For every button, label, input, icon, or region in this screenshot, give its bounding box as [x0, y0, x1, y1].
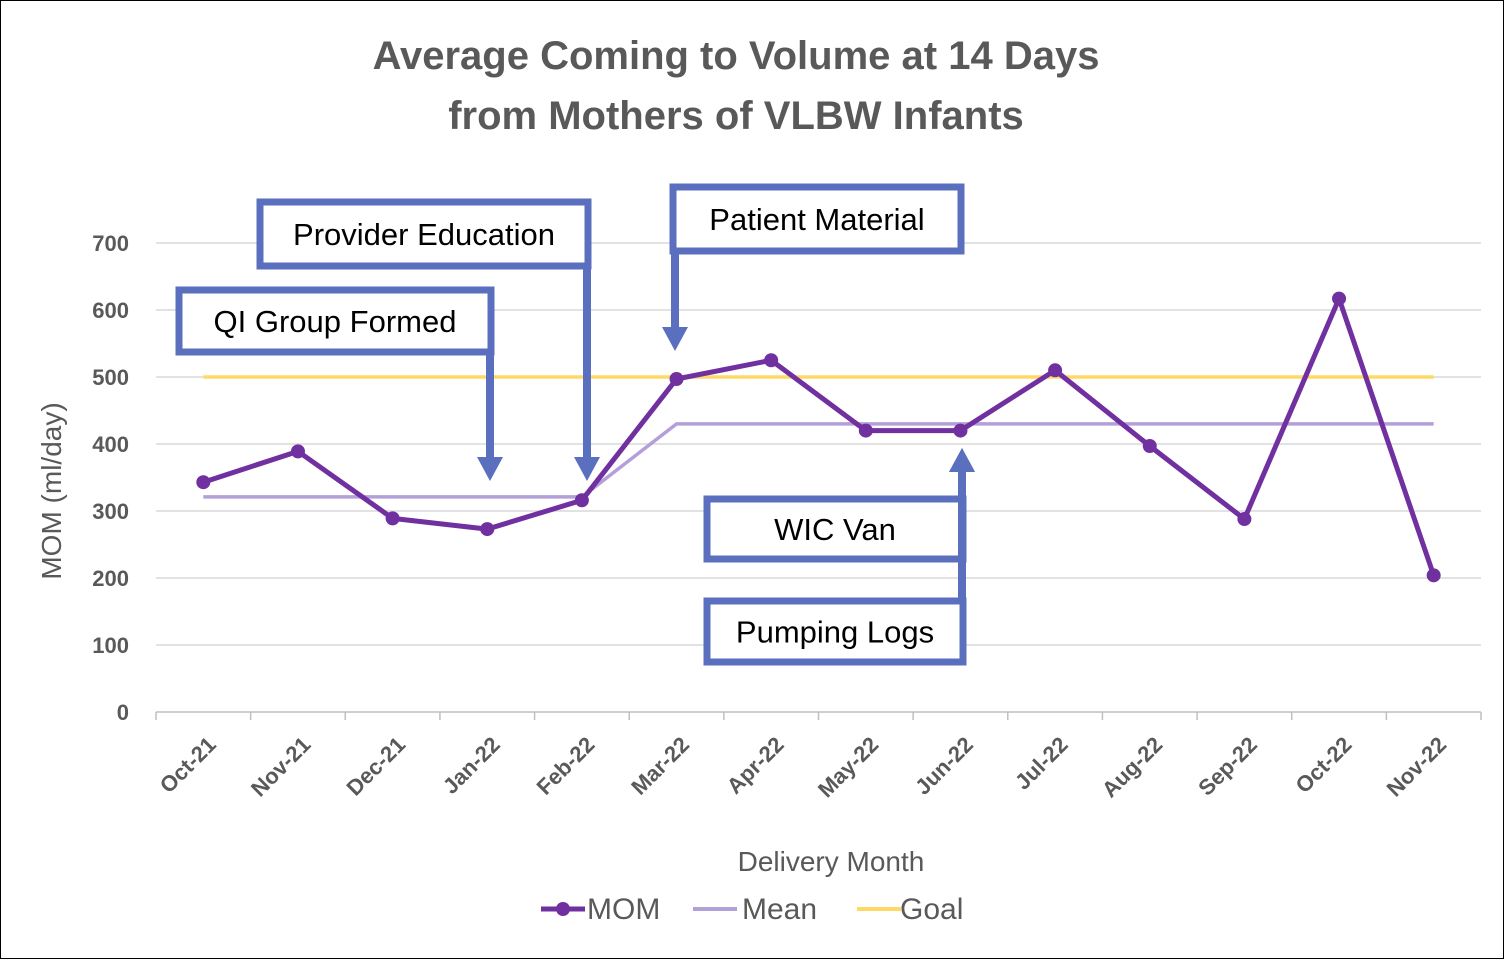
x-tick-label: May-22: [813, 732, 883, 802]
y-tick-label: 200: [92, 566, 129, 591]
annotation-label: Patient Material: [709, 202, 924, 237]
data-point-mom: [290, 444, 305, 459]
series-lines: [196, 291, 1441, 583]
y-tick-label: 500: [92, 365, 129, 390]
legend-label: Goal: [900, 893, 963, 926]
y-tick-label: 300: [92, 499, 129, 524]
y-tick-label: 700: [92, 231, 129, 256]
x-tick-label: Mar-22: [626, 732, 694, 800]
x-tick-label: Jun-22: [910, 732, 978, 800]
chart-title-line-1: Average Coming to Volume at 14 Days: [373, 34, 1100, 78]
annotation-arrow-head: [949, 448, 975, 472]
x-tick-label: Nov-21: [246, 732, 316, 802]
annotation-wic-van: WIC Van: [703, 448, 975, 563]
data-point-mom: [1426, 568, 1441, 583]
legend-item-mean: Mean: [693, 893, 817, 926]
data-point-mom: [669, 372, 684, 387]
legend: MOM Mean Goal: [541, 893, 963, 926]
data-point-mom: [953, 423, 968, 438]
annotation-arrow-head: [662, 327, 688, 351]
legend-marker: [556, 902, 570, 916]
data-point-mom: [1048, 363, 1063, 378]
data-point-mom: [480, 522, 495, 537]
x-axis-title: Delivery Month: [738, 846, 925, 877]
chart-title-line-2: from Mothers of VLBW Infants: [448, 94, 1024, 138]
data-point-mom: [858, 423, 873, 438]
data-point-mom: [385, 511, 400, 526]
x-tick-label: Oct-22: [1290, 732, 1356, 798]
x-tick-label: Jan-22: [438, 732, 505, 799]
annotation-box: [256, 198, 592, 270]
legend-label: MOM: [587, 893, 660, 926]
data-point-mom: [1142, 439, 1157, 454]
data-point-mom: [574, 493, 589, 508]
annotation-pumping-logs: Pumping Logs: [703, 448, 975, 666]
annotation-provider-education: Provider Education: [256, 198, 600, 481]
x-tick-label: Oct-21: [155, 732, 221, 798]
legend-label: Mean: [742, 893, 817, 926]
legend-item-goal: Goal: [857, 893, 963, 926]
series-line-mean: [203, 422, 1434, 499]
annotation-patient-material: Patient Material: [662, 183, 965, 351]
x-axis: Oct-21 Nov-21 Dec-21 Jan-22 Feb-22 Mar-22 Apr-…: [155, 711, 1482, 802]
x-tick-label: Apr-22: [722, 732, 789, 799]
y-axis-title: MOM (ml/day): [36, 402, 67, 579]
y-tick-label: 600: [92, 298, 129, 323]
annotations: QI Group Formed Provider Education Patient…: [175, 183, 975, 666]
data-point-mom: [1237, 512, 1252, 527]
y-tick-label: 400: [92, 432, 129, 457]
legend-item-mom: MOM: [541, 893, 660, 926]
annotation-label: Pumping Logs: [736, 615, 934, 650]
x-tick-label: Aug-22: [1097, 732, 1167, 802]
annotation-box: [175, 286, 495, 356]
annotation-label: Provider Education: [293, 217, 555, 252]
annotation-box: [703, 597, 967, 666]
annotation-box: [669, 183, 965, 255]
series-line-mom: [202, 296, 1437, 577]
annotation-label: WIC Van: [774, 512, 896, 547]
x-tick-label: Dec-21: [341, 732, 410, 801]
x-tick-label: Feb-22: [532, 732, 600, 800]
data-point-mom: [764, 353, 779, 368]
x-tick-label: Jul-22: [1010, 732, 1073, 795]
y-tick-label: 100: [92, 633, 129, 658]
annotation-arrow-head: [574, 457, 600, 481]
y-tick-label: 0: [117, 700, 129, 725]
x-tick-label: Sep-22: [1193, 732, 1262, 801]
data-point-mom: [1332, 291, 1347, 306]
data-point-mom: [196, 475, 211, 490]
x-tick-label: Nov-22: [1382, 732, 1452, 802]
annotation-qi-group-formed: QI Group Formed: [175, 286, 503, 481]
y-axis-ticks: 0 100 200 300 400 500 600 700: [92, 231, 129, 725]
annotation-arrow-head: [477, 457, 503, 481]
annotation-label: QI Group Formed: [214, 304, 457, 339]
